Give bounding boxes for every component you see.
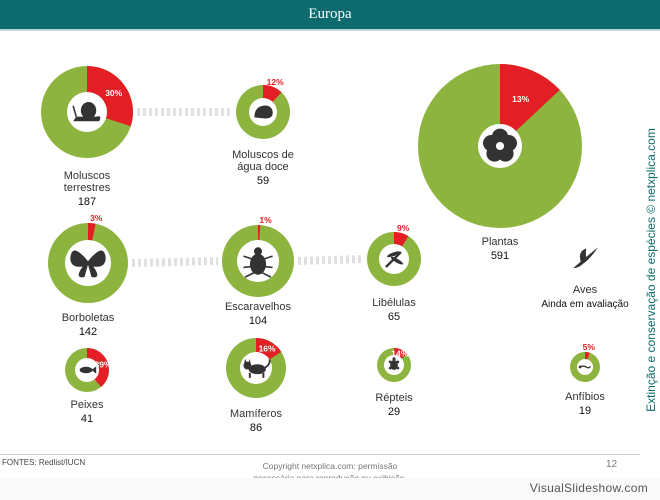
footer-divider	[0, 454, 640, 455]
snail-icon	[72, 102, 101, 122]
pct-label-peixes: 39%	[94, 360, 111, 370]
donut-plantas-threatened	[500, 64, 560, 146]
page-title: Europa	[0, 0, 660, 29]
page-number: 12	[606, 459, 618, 470]
beetle-icon	[243, 247, 273, 278]
dragonfly-icon	[385, 251, 404, 268]
name-label-escaravelhos: Escaravelhos	[225, 301, 292, 313]
pct-label-repteis: 14%	[391, 348, 408, 358]
connector-borboletas-escaravelhos	[131, 257, 219, 267]
count-label-peixes: 41	[81, 413, 93, 425]
name-label-plantas: Plantas	[482, 236, 519, 248]
watermark-text: VisualSlideshow.com	[529, 481, 648, 495]
flower-icon	[483, 128, 517, 162]
pct-label-escaravelhos: 1%	[259, 215, 272, 225]
pct-label-moluscos-de-agua-doce: 12%	[267, 77, 284, 87]
name-label-moluscos-terrestres: Moluscos terrestres	[64, 170, 111, 194]
count-label-escaravelhos: 104	[249, 315, 267, 327]
pct-label-anfibios: 5%	[583, 342, 596, 352]
count-label-libelulas: 65	[388, 311, 400, 323]
name-label-mamiferos: Mamíferos	[230, 408, 282, 420]
name-label-libelulas: Libélulas	[372, 297, 416, 309]
sources-note: FONTES: Redlist/IUCN	[2, 458, 86, 467]
copyright-line-1: Copyright netxplica.com: permissão	[262, 461, 398, 471]
count-label-moluscos-de-agua-doce: 59	[257, 175, 269, 187]
title-underline	[0, 29, 660, 31]
name-label-aves: Aves	[573, 284, 598, 296]
pct-label-borboletas: 3%	[90, 213, 103, 223]
name-label-borboletas: Borboletas	[62, 312, 115, 324]
name-label-anfibios: Anfíbios	[565, 391, 605, 403]
side-caption: Extinção e conservação de espécies © net…	[644, 128, 658, 412]
count-label-moluscos-terrestres: 187	[78, 196, 96, 208]
count-label-aves: Ainda em avaliação	[541, 299, 629, 310]
species-donut-chart: 30% Moluscos terrestres 187 12% Moluscos de ág…	[41, 64, 629, 434]
bird-icon	[573, 247, 599, 269]
name-label-moluscos-de-agua-doce: Moluscos de água doce	[232, 149, 294, 173]
salamander-icon	[578, 365, 592, 369]
count-label-anfibios: 19	[579, 405, 591, 417]
watermark-bar: VisualSlideshow.com	[0, 478, 660, 500]
pct-label-moluscos-terrestres: 30%	[105, 88, 122, 98]
count-label-repteis: 29	[388, 406, 400, 418]
fish-icon	[79, 366, 97, 374]
cat-icon	[243, 358, 271, 378]
count-label-plantas: 591	[491, 250, 509, 262]
name-label-repteis: Répteis	[375, 392, 413, 404]
name-label-peixes: Peixes	[70, 399, 104, 411]
count-label-borboletas: 142	[79, 326, 97, 338]
freshwater-mollusc-icon	[254, 105, 273, 119]
count-label-mamiferos: 86	[250, 422, 262, 434]
pct-label-mamiferos: 16%	[259, 343, 276, 353]
turtle-icon	[388, 357, 400, 370]
pct-label-plantas: 13%	[512, 94, 529, 104]
pct-label-libelulas: 9%	[397, 223, 410, 233]
butterfly-icon	[70, 250, 106, 278]
connector-escaravelhos-libelulas	[297, 255, 364, 265]
